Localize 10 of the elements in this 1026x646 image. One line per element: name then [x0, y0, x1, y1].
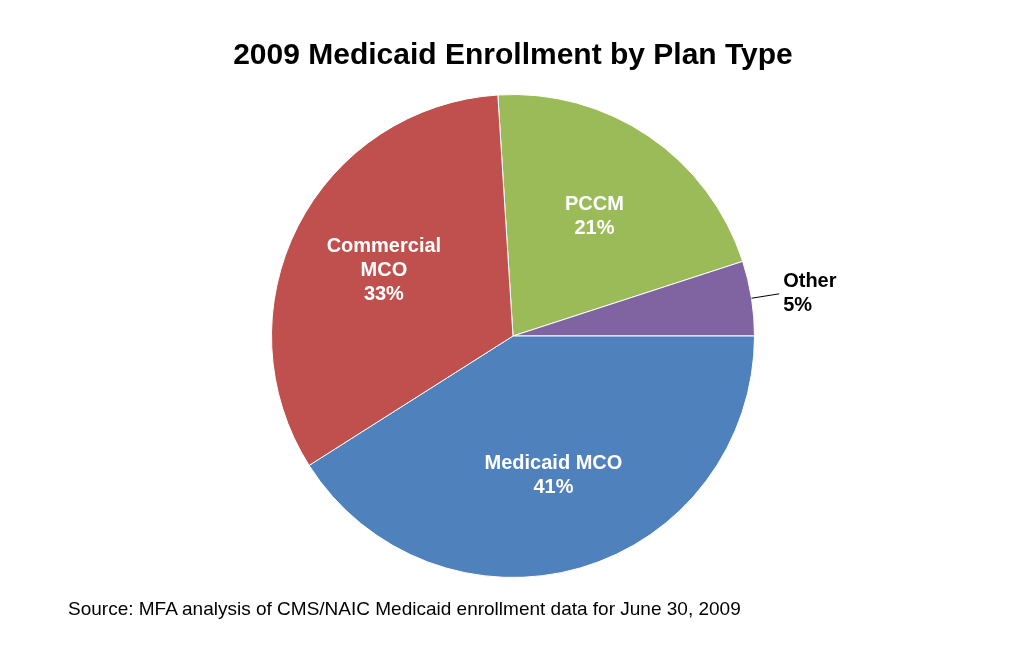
slice-label: PCCM	[565, 191, 624, 214]
data-label: 21%	[574, 215, 615, 238]
source-note: Source: MFA analysis of CMS/NAIC Medicaid enrollment data for June 30, 2009	[68, 598, 742, 620]
data-label: 5%	[783, 293, 813, 316]
slice-label: Medicaid MCO	[484, 450, 623, 473]
data-label: 33%	[363, 281, 405, 304]
chart-title: 2009 Medicaid Enrollment by Plan Type	[233, 37, 793, 71]
slice-label: Other	[783, 269, 837, 292]
slice-label: Commercial MCO	[326, 233, 442, 280]
data-label: 41%	[533, 474, 574, 497]
